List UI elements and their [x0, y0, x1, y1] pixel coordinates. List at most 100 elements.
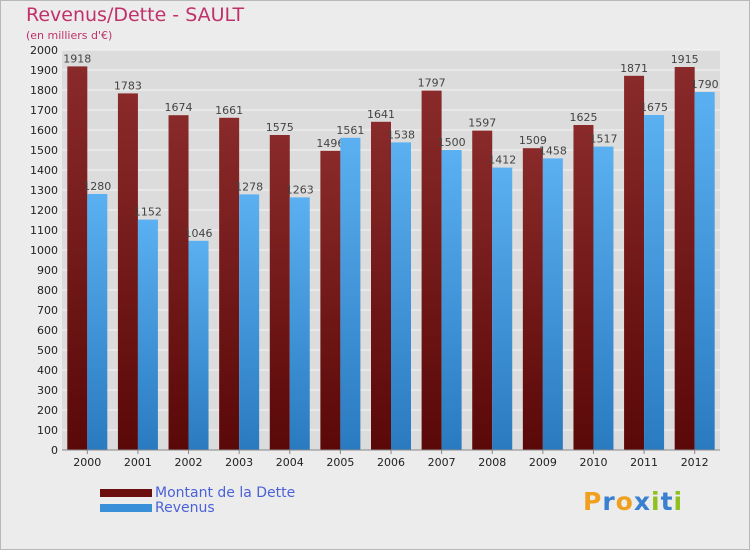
data-label: 1500 [438, 136, 466, 149]
data-label: 1597 [468, 117, 496, 130]
data-label: 1783 [114, 79, 142, 92]
y-tick-label: 1400 [30, 164, 58, 177]
bar-revenus [239, 194, 260, 450]
data-label: 1509 [519, 134, 547, 147]
bar-revenus [492, 167, 513, 450]
y-tick-label: 1600 [30, 124, 58, 137]
logo-letter: i [673, 487, 684, 516]
logo-letter: i [651, 487, 661, 516]
y-axis-ticks: 0 100 200 300 400 500 600 700 800 900 1000 1100 1200… [30, 44, 58, 457]
chart-title: Revenus/Dette - SAULT [26, 4, 245, 26]
x-tick-label: 2007 [428, 456, 456, 469]
bar-debt [168, 115, 189, 450]
bar-debt [573, 125, 594, 450]
bar-revenus [391, 142, 411, 450]
data-label: 1561 [336, 124, 364, 137]
x-tick-label: 2012 [681, 456, 709, 469]
bar-debt [320, 150, 341, 451]
y-tick-label: 1700 [30, 104, 58, 117]
bar-revenus [441, 150, 462, 450]
bar-revenus [289, 197, 310, 450]
bar-debt [219, 117, 240, 451]
bar-debt [67, 66, 88, 451]
bar-revenus [87, 194, 108, 450]
logo-letter: P [583, 487, 603, 516]
data-label: 1412 [488, 154, 516, 167]
x-tick-label: 2001 [124, 456, 152, 469]
bar-debt [522, 148, 543, 450]
bar-debt [117, 93, 138, 451]
data-label: 1458 [539, 144, 567, 157]
x-tick-label: 2006 [377, 456, 405, 469]
data-label: 1046 [185, 227, 213, 240]
data-label: 1538 [387, 128, 415, 141]
x-tick-label: 2008 [478, 456, 506, 469]
y-tick-label: 0 [51, 444, 58, 457]
y-tick-label: 700 [37, 304, 58, 317]
data-label: 1641 [367, 108, 395, 121]
bar-revenus [340, 137, 361, 451]
bars: 1918 1280 1783 1152 1674 1046 1661 1278 1575 1263… [63, 52, 719, 451]
y-tick-label: 800 [37, 284, 58, 297]
proxiti-logo: Proxiti [583, 487, 683, 516]
x-axis-ticks: 2000 2001 2002 2003 2004 2005 2006 2007 2008 2009… [73, 450, 709, 469]
x-tick-label: 2005 [326, 456, 354, 469]
x-tick-label: 2003 [225, 456, 253, 469]
y-tick-label: 1500 [30, 144, 58, 157]
y-tick-label: 100 [37, 424, 58, 437]
data-label: 1152 [134, 206, 162, 219]
y-tick-label: 600 [37, 324, 58, 337]
x-tick-label: 2010 [579, 456, 607, 469]
y-tick-label: 1000 [30, 244, 58, 257]
bar-debt [624, 75, 645, 451]
data-label: 1674 [165, 101, 193, 114]
y-tick-label: 900 [37, 264, 58, 277]
x-tick-label: 2009 [529, 456, 557, 469]
chart-subtitle: (en milliers d'€) [26, 29, 113, 42]
data-label: 1278 [235, 180, 263, 193]
y-tick-label: 1100 [30, 224, 58, 237]
bar-revenus [188, 240, 209, 450]
data-label: 1871 [620, 62, 648, 75]
data-label: 1918 [63, 52, 91, 65]
data-label: 1625 [569, 111, 597, 124]
data-label: 1496 [316, 137, 344, 150]
bar-revenus [694, 92, 715, 450]
y-tick-label: 500 [37, 344, 58, 357]
data-label: 1797 [418, 77, 446, 90]
y-tick-label: 1900 [30, 64, 58, 77]
bar-debt [421, 90, 442, 450]
y-tick-label: 200 [37, 404, 58, 417]
x-tick-label: 2000 [73, 456, 101, 469]
data-label: 1517 [589, 133, 617, 146]
bar-debt [674, 67, 695, 450]
logo-letter: t [660, 487, 674, 516]
legend-label-revenus: Revenus [155, 500, 215, 516]
data-label: 1915 [671, 53, 699, 66]
logo-letter: r [602, 487, 616, 516]
bar-debt [371, 121, 391, 451]
bar-revenus [593, 146, 614, 450]
data-label: 1280 [83, 180, 111, 193]
y-tick-label: 300 [37, 384, 58, 397]
bar-revenus [137, 219, 158, 450]
data-label: 1790 [691, 78, 719, 91]
legend-swatch-debt [100, 489, 152, 497]
logo-letter: x [633, 487, 651, 516]
y-tick-label: 1200 [30, 204, 58, 217]
data-label: 1661 [215, 104, 243, 117]
x-tick-label: 2004 [276, 456, 304, 469]
bar-revenus [542, 158, 563, 450]
bar-debt [472, 130, 493, 450]
data-label: 1263 [286, 183, 314, 196]
y-tick-label: 400 [37, 364, 58, 377]
y-tick-label: 1300 [30, 184, 58, 197]
y-tick-label: 1800 [30, 84, 58, 97]
y-tick-label: 2000 [30, 44, 58, 57]
logo-letter: o [615, 487, 634, 516]
bar-revenus [644, 115, 665, 450]
x-tick-label: 2011 [630, 456, 658, 469]
x-tick-label: 2002 [175, 456, 203, 469]
legend-label-debt: Montant de la Dette [155, 485, 296, 501]
